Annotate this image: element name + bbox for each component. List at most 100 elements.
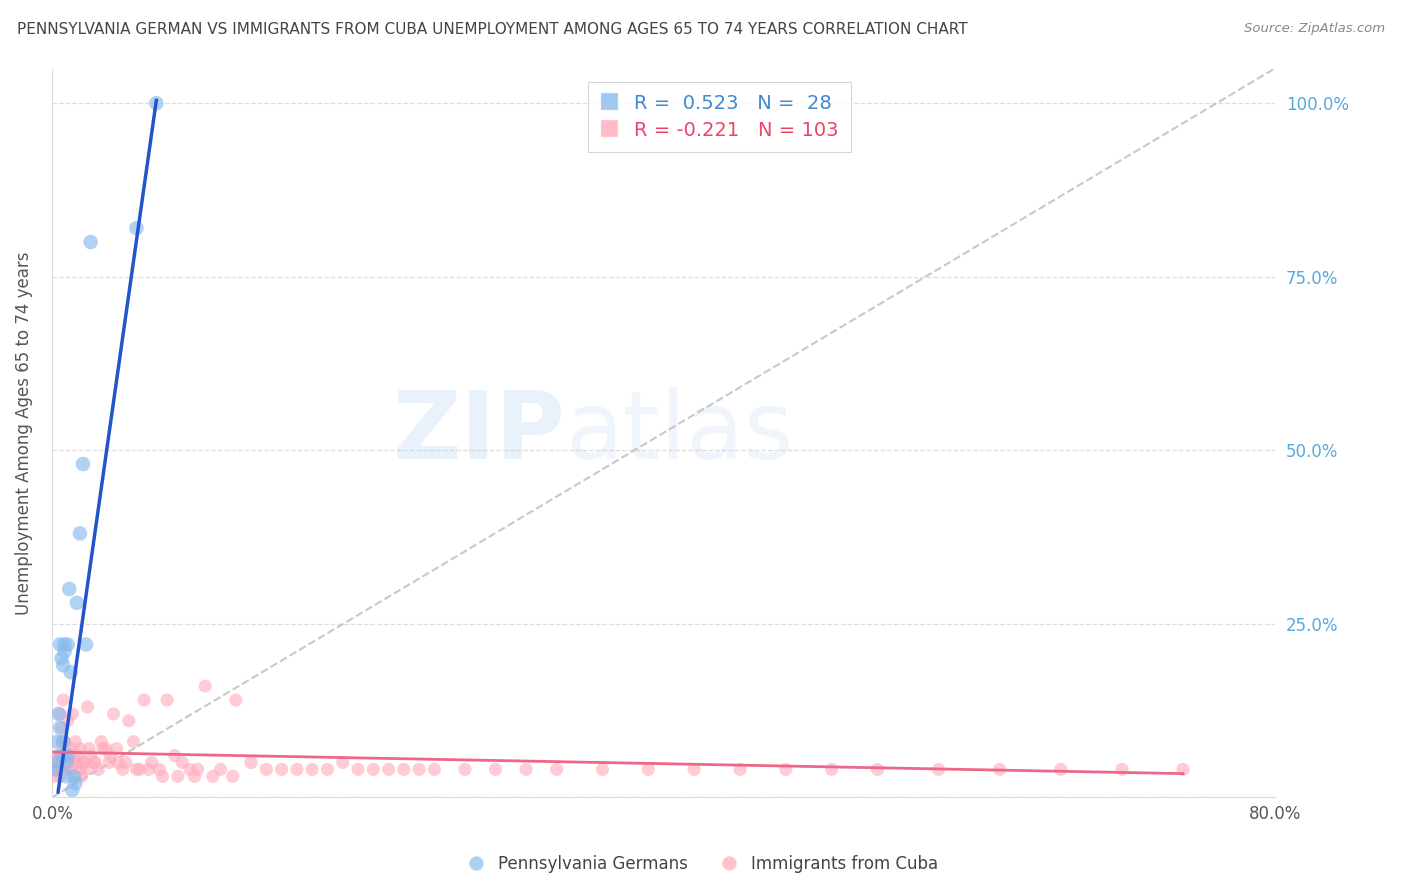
Point [53, 644, 76, 658]
Point [100, 748, 122, 763]
Point [49, 638, 72, 652]
Point [125, 221, 148, 235]
Point [79, 748, 101, 763]
Point [209, 763, 232, 777]
Point [66, 596, 89, 610]
Point [60, 741, 83, 756]
Point [103, 706, 125, 721]
Point [83, 756, 105, 770]
Point [52, 693, 75, 707]
Point [515, 763, 537, 777]
Point [423, 763, 446, 777]
Point [66, 756, 89, 770]
Point [866, 763, 889, 777]
Point [51, 651, 73, 665]
Point [48, 748, 70, 763]
Point [254, 763, 277, 777]
Point [69, 741, 91, 756]
Point [138, 763, 160, 777]
Point [683, 763, 706, 777]
Point [69, 763, 91, 777]
Point [591, 763, 613, 777]
Point [72, 756, 94, 770]
Point [48, 706, 70, 721]
Point [820, 763, 842, 777]
Point [152, 769, 174, 783]
Point [46, 748, 69, 763]
Point [98, 756, 121, 770]
Point [52, 658, 75, 673]
Point [52, 763, 75, 777]
Point [454, 763, 477, 777]
Point [128, 763, 150, 777]
Point [56, 638, 79, 652]
Point [111, 763, 134, 777]
Point [60, 706, 83, 721]
Point [1171, 763, 1194, 777]
Point [240, 756, 263, 770]
Point [75, 638, 97, 652]
Point [546, 763, 568, 777]
Point [65, 776, 87, 790]
Point [84, 756, 107, 770]
Point [60, 783, 83, 797]
Point [51, 734, 73, 748]
Point [77, 741, 100, 756]
Point [79, 235, 101, 249]
Point [194, 679, 217, 693]
Point [270, 763, 292, 777]
Y-axis label: Unemployment Among Ages 65 to 74 years: Unemployment Among Ages 65 to 74 years [15, 251, 32, 615]
Point [377, 763, 399, 777]
Point [44, 763, 66, 777]
Point [55, 741, 77, 756]
Text: atlas: atlas [565, 387, 794, 479]
Point [56, 748, 79, 763]
Point [201, 769, 224, 783]
Point [72, 457, 94, 471]
Point [53, 734, 76, 748]
Point [52, 734, 75, 748]
Point [988, 763, 1011, 777]
Point [118, 714, 141, 728]
Point [316, 763, 339, 777]
Point [392, 763, 415, 777]
Point [187, 763, 209, 777]
Point [51, 756, 73, 770]
Point [70, 769, 93, 783]
Point [179, 763, 201, 777]
Point [484, 763, 506, 777]
Point [73, 756, 96, 770]
Legend: Pennsylvania Germans, Immigrants from Cuba: Pennsylvania Germans, Immigrants from Cu… [461, 848, 945, 880]
Point [65, 734, 87, 748]
Point [172, 756, 194, 770]
Point [46, 734, 69, 748]
Point [107, 756, 129, 770]
Point [94, 741, 117, 756]
Point [347, 763, 370, 777]
Point [63, 748, 86, 763]
Point [49, 706, 72, 721]
Point [156, 693, 179, 707]
Point [52, 756, 75, 770]
Point [301, 763, 323, 777]
Point [58, 748, 80, 763]
Point [166, 769, 188, 783]
Point [48, 756, 70, 770]
Point [775, 763, 797, 777]
Text: Source: ZipAtlas.com: Source: ZipAtlas.com [1244, 22, 1385, 36]
Point [59, 665, 82, 680]
Point [49, 721, 72, 735]
Point [55, 756, 77, 770]
Point [75, 763, 97, 777]
Point [65, 769, 87, 783]
Point [90, 734, 112, 748]
Point [1111, 763, 1133, 777]
Point [56, 714, 79, 728]
Point [637, 763, 659, 777]
Point [58, 756, 80, 770]
Point [44, 756, 66, 770]
Point [225, 693, 247, 707]
Point [361, 763, 384, 777]
Point [51, 748, 73, 763]
Point [51, 721, 73, 735]
